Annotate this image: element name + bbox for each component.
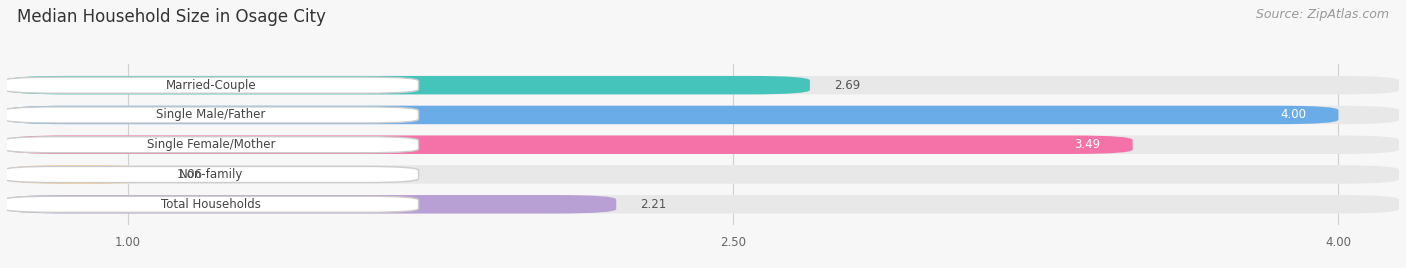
- FancyBboxPatch shape: [7, 106, 1399, 124]
- Text: 1.06: 1.06: [177, 168, 202, 181]
- Text: 2.69: 2.69: [834, 79, 860, 92]
- FancyBboxPatch shape: [3, 107, 419, 123]
- FancyBboxPatch shape: [7, 195, 1399, 214]
- FancyBboxPatch shape: [3, 77, 419, 93]
- FancyBboxPatch shape: [7, 76, 810, 94]
- FancyBboxPatch shape: [7, 136, 1133, 154]
- FancyBboxPatch shape: [7, 195, 616, 214]
- FancyBboxPatch shape: [7, 106, 1339, 124]
- FancyBboxPatch shape: [3, 196, 419, 212]
- FancyBboxPatch shape: [7, 165, 152, 184]
- FancyBboxPatch shape: [3, 137, 419, 153]
- Text: 2.21: 2.21: [641, 198, 666, 211]
- Text: 4.00: 4.00: [1281, 109, 1306, 121]
- Text: Non-family: Non-family: [179, 168, 243, 181]
- Text: Single Female/Mother: Single Female/Mother: [146, 138, 276, 151]
- FancyBboxPatch shape: [7, 165, 1399, 184]
- Text: Single Male/Father: Single Male/Father: [156, 109, 266, 121]
- FancyBboxPatch shape: [7, 76, 1399, 94]
- Text: Source: ZipAtlas.com: Source: ZipAtlas.com: [1256, 8, 1389, 21]
- Text: Married-Couple: Married-Couple: [166, 79, 256, 92]
- Text: 3.49: 3.49: [1074, 138, 1101, 151]
- Text: Median Household Size in Osage City: Median Household Size in Osage City: [17, 8, 326, 26]
- FancyBboxPatch shape: [7, 136, 1399, 154]
- FancyBboxPatch shape: [3, 166, 419, 183]
- Text: Total Households: Total Households: [160, 198, 260, 211]
